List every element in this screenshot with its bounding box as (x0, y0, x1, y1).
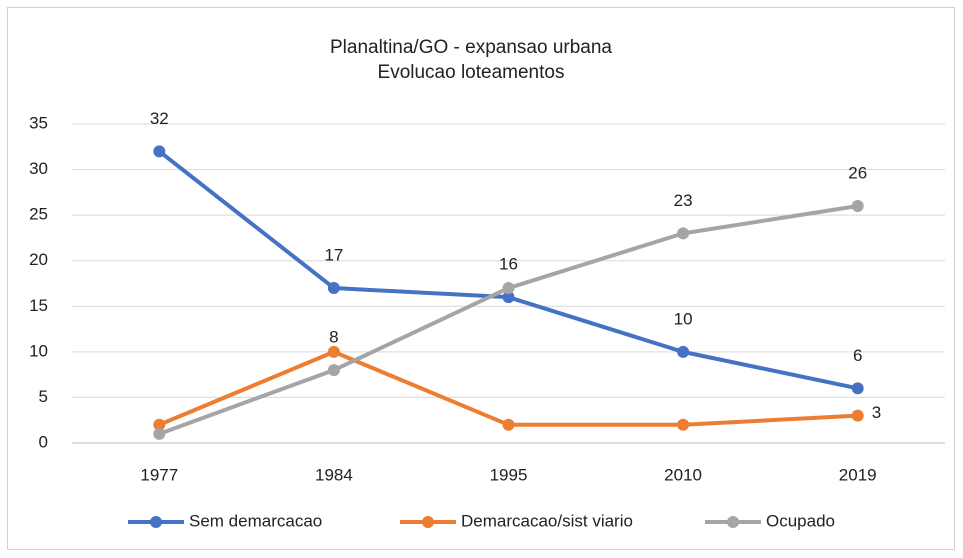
data-label: 16 (499, 255, 518, 274)
data-label: 17 (324, 246, 343, 265)
y-tick-label: 15 (29, 296, 48, 315)
y-tick-label: 25 (29, 205, 48, 224)
data-label: 10 (674, 309, 693, 328)
x-tick-label: 1984 (315, 465, 353, 484)
legend-marker (422, 516, 434, 528)
data-point (851, 409, 864, 422)
y-tick-label: 10 (29, 341, 48, 360)
chart-subtitle: Evolucao loteamentos (378, 62, 565, 83)
data-point (851, 200, 864, 213)
data-label: 26 (848, 164, 867, 183)
data-label: 6 (853, 346, 862, 365)
data-point (502, 291, 515, 304)
chart-title: Planaltina/GO - expansao urbana (330, 37, 612, 58)
data-point (153, 418, 166, 431)
data-label: 32 (150, 109, 169, 128)
legend-label: Sem demarcacao (189, 511, 322, 530)
data-point (502, 282, 515, 295)
x-tick-label: 2019 (839, 465, 877, 484)
data-point (327, 282, 340, 295)
data-point (327, 345, 340, 358)
data-point (502, 418, 515, 431)
legend-marker (727, 516, 739, 528)
data-point (677, 418, 690, 431)
data-point (153, 145, 166, 158)
y-tick-label: 20 (29, 250, 48, 269)
data-label: 3 (872, 403, 881, 422)
data-point (327, 364, 340, 377)
y-tick-label: 0 (39, 432, 48, 451)
legend-marker (150, 516, 162, 528)
y-tick-label: 5 (39, 387, 48, 406)
x-tick-label: 1995 (490, 465, 528, 484)
x-tick-label: 2010 (664, 465, 702, 484)
chart-frame (7, 7, 955, 550)
y-tick-label: 30 (29, 159, 48, 178)
data-point (677, 345, 690, 358)
data-point (677, 227, 690, 240)
legend-label: Demarcacao/sist viario (461, 511, 633, 530)
x-tick-label: 1977 (140, 465, 178, 484)
data-point (153, 427, 166, 440)
legend-label: Ocupado (766, 511, 835, 530)
data-point (851, 382, 864, 395)
data-label: 23 (674, 191, 693, 210)
y-tick-label: 35 (29, 113, 48, 132)
data-label: 8 (329, 328, 338, 347)
